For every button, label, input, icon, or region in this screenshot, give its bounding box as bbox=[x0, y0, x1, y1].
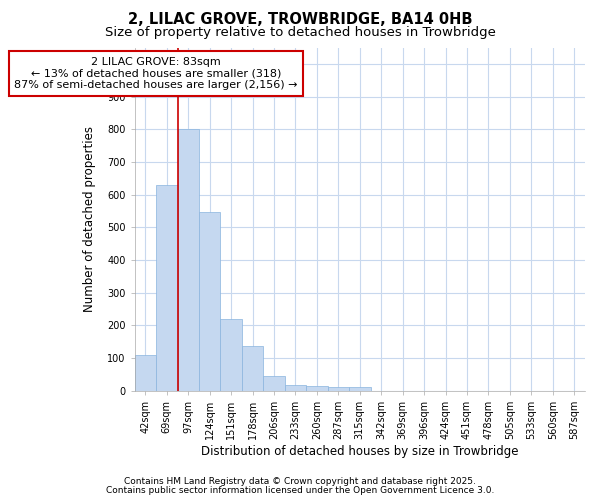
Text: Contains public sector information licensed under the Open Government Licence 3.: Contains public sector information licen… bbox=[106, 486, 494, 495]
X-axis label: Distribution of detached houses by size in Trowbridge: Distribution of detached houses by size … bbox=[201, 444, 518, 458]
Text: Size of property relative to detached houses in Trowbridge: Size of property relative to detached ho… bbox=[104, 26, 496, 39]
Bar bbox=[242, 346, 263, 391]
Bar bbox=[306, 386, 328, 390]
Bar bbox=[199, 212, 220, 390]
Text: Contains HM Land Registry data © Crown copyright and database right 2025.: Contains HM Land Registry data © Crown c… bbox=[124, 477, 476, 486]
Bar bbox=[328, 388, 349, 390]
Bar bbox=[349, 388, 371, 390]
Bar bbox=[156, 184, 178, 390]
Bar bbox=[220, 318, 242, 390]
Text: 2, LILAC GROVE, TROWBRIDGE, BA14 0HB: 2, LILAC GROVE, TROWBRIDGE, BA14 0HB bbox=[128, 12, 472, 28]
Y-axis label: Number of detached properties: Number of detached properties bbox=[83, 126, 95, 312]
Bar bbox=[178, 129, 199, 390]
Bar bbox=[134, 354, 156, 390]
Text: 2 LILAC GROVE: 83sqm
← 13% of detached houses are smaller (318)
87% of semi-deta: 2 LILAC GROVE: 83sqm ← 13% of detached h… bbox=[14, 57, 298, 90]
Bar bbox=[285, 384, 306, 390]
Bar bbox=[263, 376, 285, 390]
